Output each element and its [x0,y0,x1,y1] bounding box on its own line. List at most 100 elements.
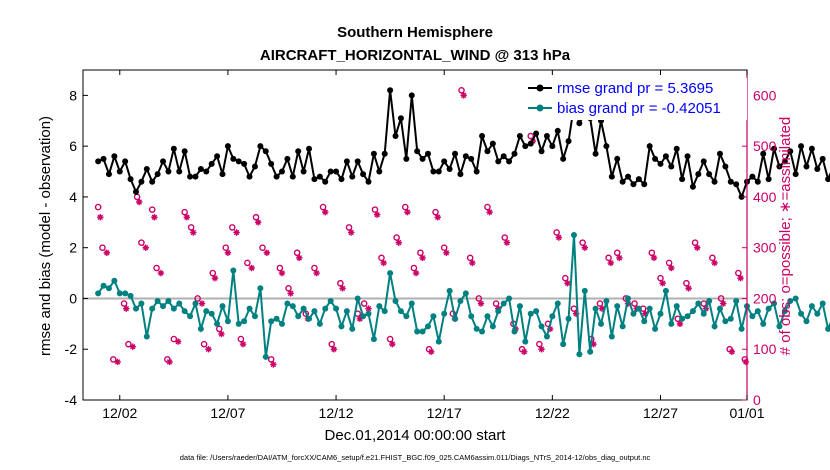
rmse-point [224,143,231,150]
rmse-point [776,163,783,170]
rmse-point [316,173,323,180]
rmse-point [230,155,237,162]
bias-point [192,300,199,307]
rmse-point [543,133,550,139]
rmse-point [522,143,529,150]
obs-assimilated-point [224,249,232,256]
rmse-point [479,133,486,139]
obs-possible-point [475,295,483,302]
rmse-point [376,168,383,175]
obs-assimilated-point [538,346,545,353]
rmse-point [278,168,285,175]
obs-possible-point [153,264,160,272]
obs-possible-point [237,335,245,343]
obs-possible-point [683,279,690,287]
rmse-point [165,168,172,175]
y-right-tick-label: 200 [753,290,777,306]
obs-assimilated-point [248,264,255,272]
rmse-point [268,160,275,167]
obs-possible-point [417,249,424,257]
bias-point [684,313,691,320]
obs-assimilated-point [711,259,718,267]
bias-point [376,303,383,310]
bias-point [392,298,399,304]
rmse-point [635,176,642,183]
obs-possible-point [378,254,385,262]
obs-possible-point [458,87,465,94]
legend-marker-rmse [536,84,544,92]
obs-assimilated-point [434,214,441,221]
obs-possible-point [209,269,217,277]
y-right-tick-label: 100 [753,341,777,357]
rmse-point [592,150,599,157]
x-tick-label: 12/02 [102,405,137,421]
bias-point [630,310,637,317]
obs-assimilated-point [564,280,571,287]
rmse-point [754,178,761,185]
obs-possible-point [337,279,344,287]
bias-point [360,313,367,320]
rmse-point [300,168,307,175]
bias-point [143,333,150,340]
y-left-tick-label: 8 [69,87,77,103]
bias-point [560,341,567,348]
bias-point [706,298,713,304]
obs-possible-point [285,285,292,292]
rmse-point [370,150,377,157]
rmse-point [706,171,713,178]
obs-possible-point [527,132,535,140]
bias-point [576,351,583,358]
x-tick-label: 12/27 [643,405,678,421]
rmse-point [197,166,204,172]
obs-assimilated-point [477,300,485,307]
bias-line [97,234,830,357]
obs-possible-point [181,208,188,216]
bias-point [306,315,313,322]
rmse-point [803,163,810,170]
rmse-point [289,173,296,180]
bias-point [803,318,810,325]
bias-point [689,308,696,315]
rmse-point [716,150,723,157]
bias-point [241,318,248,325]
rmse-point [771,145,778,152]
obs-assimilated-point [728,348,736,355]
x-tick-label: 12/07 [210,405,245,421]
obs-possible-point [215,325,223,333]
obs-assimilated-point [373,211,381,218]
bias-point [149,305,156,312]
rmse-point [781,158,788,165]
rmse-point [619,178,626,185]
obs-possible-point [187,224,195,231]
obs-possible-point [605,254,612,262]
data-file-footer: data file: /Users/raeder/DAI/ATM_forcXX/… [180,453,651,462]
rmse-point [484,148,491,155]
bias-point [435,338,442,345]
obs-possible-point [194,295,201,302]
obs-assimilated-point [469,259,476,267]
bias-point [132,305,139,312]
chart-title-line2: AIRCRAFT_HORIZONTAL_WIND @ 313 hPa [260,47,571,64]
obs-possible-point [501,234,509,241]
obs-possible-point [148,206,156,213]
rmse-point [100,155,107,162]
bias-point [473,325,480,332]
obs-possible-point [613,249,621,257]
rmse-point [489,140,496,147]
rmse-point [414,148,421,155]
bias-point [316,320,323,327]
rmse-point [246,173,253,180]
bias-point [262,353,269,360]
bias-point [814,310,821,317]
obs-assimilated-point [443,249,450,256]
bias-point [565,315,572,322]
obs-assimilated-point [486,208,493,216]
obs-assimilated-point [218,330,225,338]
bias-point [511,328,518,335]
bias-point [543,333,550,340]
y-left-tick-label: 4 [69,189,77,205]
rmse-point [625,173,632,180]
rmse-point [338,176,345,183]
obs-possible-point [319,203,327,211]
